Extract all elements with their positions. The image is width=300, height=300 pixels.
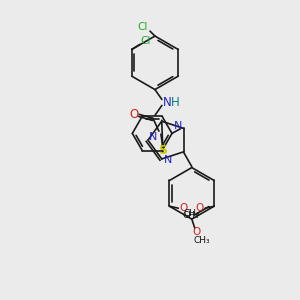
Text: CH₃: CH₃: [184, 209, 201, 218]
Text: S: S: [158, 145, 167, 158]
Text: N: N: [163, 96, 171, 109]
Text: CH₃: CH₃: [194, 236, 210, 245]
Text: Cl: Cl: [140, 35, 151, 46]
Text: N: N: [149, 132, 157, 142]
Text: N: N: [174, 122, 182, 131]
Text: O: O: [130, 108, 139, 121]
Text: N: N: [164, 155, 172, 165]
Text: Cl: Cl: [137, 22, 147, 32]
Text: O: O: [195, 203, 203, 213]
Text: O: O: [193, 227, 201, 237]
Text: CH₃: CH₃: [183, 211, 200, 220]
Text: H: H: [170, 96, 179, 109]
Text: O: O: [179, 203, 188, 213]
